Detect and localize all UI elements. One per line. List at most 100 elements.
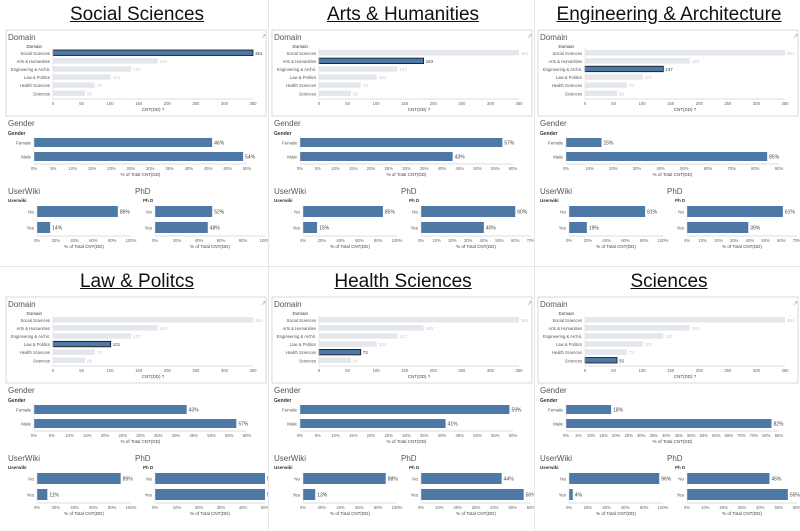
domain-category-label: Social Sciences xyxy=(286,318,316,323)
domain-value-label: 183 xyxy=(426,326,434,331)
phd-tick-label: 30% xyxy=(738,505,747,510)
phd-bar xyxy=(687,222,749,233)
domain-section-title: Domain xyxy=(274,300,302,309)
domain-column-header: Domain xyxy=(292,44,308,49)
phd-bar xyxy=(155,489,265,500)
domain-value-label: 56 xyxy=(619,358,625,363)
gender-value-label: 43% xyxy=(189,408,200,414)
userwiki-tick-label: 60% xyxy=(355,505,364,510)
domain-category-label: Engineering & Archit. xyxy=(277,67,316,72)
userwiki-tick-label: 20% xyxy=(584,505,593,510)
phd-tick-label: 10% xyxy=(435,505,444,510)
userwiki-tick-label: 0% xyxy=(300,505,306,510)
domain-bar xyxy=(585,317,785,323)
gender-tick-label: 55% xyxy=(491,166,500,171)
userwiki-bar xyxy=(303,222,318,233)
phd-bar xyxy=(155,473,265,484)
gender-value-label: 43% xyxy=(455,155,466,161)
phd-value-label: 52% xyxy=(214,210,225,216)
phd-value-label: 44% xyxy=(504,477,515,483)
phd-tick-label: 20% xyxy=(453,505,462,510)
domain-value-label: 137 xyxy=(133,67,141,72)
gender-tick-label: 50% xyxy=(680,166,689,171)
gender-category-label: Male xyxy=(287,155,297,160)
domain-bar xyxy=(53,58,158,64)
gender-tick-label: 5% xyxy=(49,433,55,438)
gender-tick-label: 25% xyxy=(127,166,136,171)
phd-column-header: Ph D xyxy=(675,198,686,203)
userwiki-tick-label: 20% xyxy=(52,505,61,510)
phd-tick-label: 20% xyxy=(714,238,723,243)
gender-value-label: 57% xyxy=(504,141,515,147)
userwiki-axis-title: % of Total CNT(DD) xyxy=(64,244,104,249)
phd-tick-label: 20% xyxy=(173,238,182,243)
domain-category-label: Sciences xyxy=(565,91,582,96)
domain-value-label: 101 xyxy=(379,75,387,80)
domain-tick-label: 100 xyxy=(639,101,647,106)
gender-tick-label: 20% xyxy=(609,166,618,171)
domain-bar xyxy=(585,82,627,88)
domain-tick-label: 0 xyxy=(318,101,321,106)
gender-tick-label: 10% xyxy=(331,433,340,438)
gender-tick-label: 40% xyxy=(172,433,181,438)
domain-category-label: Sciences xyxy=(299,358,316,363)
domain-value-label: 101 xyxy=(113,342,121,347)
userwiki-axis-title: % of Total CNT(DD) xyxy=(330,244,370,249)
phd-category-label: Yes xyxy=(145,226,153,231)
phd-axis-title: % of Total CNT(DD) xyxy=(456,511,496,516)
domain-value-label: 73 xyxy=(97,83,103,88)
gender-tick-label: 10% xyxy=(65,433,74,438)
phd-section-title: PhD xyxy=(135,187,151,196)
gender-tick-label: 50% xyxy=(223,166,232,171)
domain-frame xyxy=(271,296,533,384)
phd-tick-label: 0% xyxy=(418,505,424,510)
domain-tick-label: 300 xyxy=(221,101,229,106)
domain-category-label: Arts & Humanities xyxy=(282,59,316,64)
phd-category-label: No xyxy=(412,477,418,482)
userwiki-bar xyxy=(303,473,386,484)
userwiki-axis-title: % of Total CNT(DD) xyxy=(596,244,636,249)
userwiki-tick-label: 20% xyxy=(584,238,593,243)
phd-tick-label: 60% xyxy=(527,505,535,510)
domain-category-label: Law & Politics xyxy=(290,342,316,347)
domain-value-label: 183 xyxy=(160,326,168,331)
gender-tick-label: 35% xyxy=(420,166,429,171)
domain-bar xyxy=(585,341,643,347)
panel-divider xyxy=(268,0,269,531)
phd-tick-label: 40% xyxy=(746,238,755,243)
userwiki-tick-label: 20% xyxy=(318,505,327,510)
phd-section-title: PhD xyxy=(401,187,417,196)
gender-tick-label: 20% xyxy=(107,166,116,171)
domain-category-label: Arts & Humanities xyxy=(16,59,50,64)
domain-category-label: Social Sciences xyxy=(286,51,316,56)
chart-svg: Domain Domain ↗ Social Sciences 361 Arts & Hu… xyxy=(5,296,269,516)
phd-bar xyxy=(421,489,524,500)
gender-tick-label: 20% xyxy=(101,433,110,438)
domain-bar xyxy=(319,357,351,363)
userwiki-bar xyxy=(37,473,121,484)
domain-bar xyxy=(318,57,424,64)
gender-bar xyxy=(34,405,187,414)
userwiki-category-label: No xyxy=(294,477,300,482)
gender-bar xyxy=(300,152,453,161)
phd-tick-label: 30% xyxy=(730,238,739,243)
domain-bar xyxy=(319,341,377,347)
domain-value-label: 56 xyxy=(87,91,93,96)
phd-section-title: PhD xyxy=(667,454,683,463)
gender-tick-label: 60% xyxy=(243,433,252,438)
domain-bar xyxy=(53,90,85,96)
phd-tick-label: 0% xyxy=(684,238,690,243)
userwiki-tick-label: 100% xyxy=(392,238,403,243)
gender-tick-label: 30% xyxy=(637,433,646,438)
domain-frame xyxy=(5,296,267,384)
phd-category-label: Yes xyxy=(411,226,419,231)
domain-value-label: 56 xyxy=(353,91,359,96)
expand-icon: ↗ xyxy=(527,34,532,40)
domain-axis-title: CNT(DD) ? xyxy=(142,374,165,379)
phd-column-header: Ph D xyxy=(143,198,154,203)
gender-value-label: 59% xyxy=(511,408,522,414)
phd-category-label: No xyxy=(678,477,684,482)
gender-value-label: 18% xyxy=(613,408,624,414)
gender-value-label: 82% xyxy=(773,422,784,428)
gender-tick-label: 50% xyxy=(473,433,482,438)
